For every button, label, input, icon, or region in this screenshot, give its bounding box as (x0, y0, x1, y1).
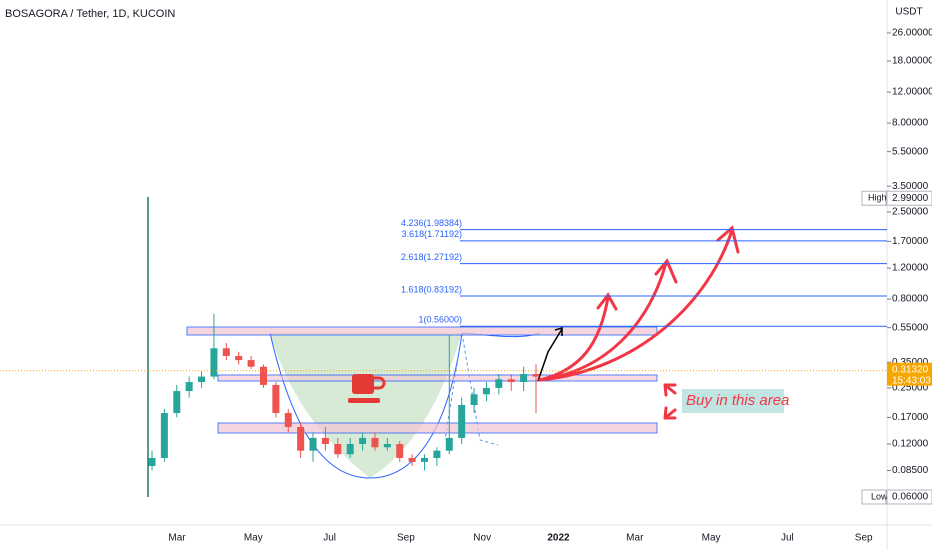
candle-body (520, 373, 528, 383)
last-price-label: 0.31320 (892, 364, 929, 375)
candle-body (309, 437, 317, 451)
candle-body (148, 457, 156, 467)
fib-label: 1(0.56000) (418, 315, 462, 325)
y-tick-label: 0.17000 (892, 412, 929, 423)
fib-label: 4.236(1.98384) (401, 218, 462, 228)
y-tick-label: 0.80000 (892, 294, 929, 305)
countdown: 15:43:03 (892, 375, 931, 386)
marker-value-box (886, 489, 932, 505)
candle-body (297, 426, 305, 451)
cup-curve (269, 332, 463, 479)
y-tick-label: 12.00000 (892, 87, 932, 98)
x-tick-label: 2022 (547, 533, 570, 544)
candle-body (470, 394, 478, 405)
y-tick-label: 0.55000 (892, 322, 929, 333)
zone (186, 326, 658, 336)
candle-body (383, 444, 391, 448)
marker-box (861, 489, 887, 505)
annotation-box (682, 389, 784, 413)
marker-value: 0.06000 (892, 492, 929, 503)
zone (217, 374, 658, 382)
red-arrows (538, 225, 740, 420)
handle-guide (444, 332, 463, 441)
x-tick-label: May (244, 533, 263, 544)
marker-name: Low (871, 491, 888, 501)
y-tick-label: 0.35000 (892, 357, 929, 368)
candle-body (321, 437, 329, 445)
zone (217, 422, 658, 434)
candle-body (396, 444, 404, 458)
fib-label: 2.618(1.27192) (401, 252, 462, 262)
currency: USDT (895, 7, 922, 18)
x-tick-label: Jul (323, 533, 336, 544)
y-tick-label: 2.50000 (892, 207, 929, 218)
candle-body (371, 437, 379, 448)
y-tick-label: 18.00000 (892, 56, 932, 67)
candle-body (198, 376, 206, 383)
candle-body (272, 384, 280, 414)
y-tick-label: 5.50000 (892, 146, 929, 157)
fib-label: 1.618(0.83192) (401, 284, 462, 294)
x-tick-label: Jul (781, 533, 794, 544)
candle-body (482, 387, 490, 395)
candle-body (421, 457, 429, 462)
candle-body (259, 366, 267, 385)
arrow (537, 328, 563, 382)
candle-body (445, 437, 453, 451)
candle-body (210, 348, 218, 377)
y-tick-label: 0.25000 (892, 383, 929, 394)
cup-fill (270, 333, 462, 478)
candle-body (408, 457, 416, 462)
marker-name: High (868, 193, 887, 203)
candle-body (334, 444, 342, 455)
candle-body (185, 382, 193, 392)
candle-body (507, 379, 515, 383)
candle-body (222, 348, 230, 356)
last-price-box (887, 362, 932, 386)
marker-value: 2.99000 (892, 193, 929, 204)
candle-body (359, 437, 367, 445)
y-tick-label: 8.00000 (892, 118, 929, 129)
candle-body (433, 450, 441, 458)
x-tick-label: Sep (855, 533, 873, 544)
chart-title: BOSAGORA / Tether, 1D, KUCOIN (5, 8, 175, 20)
candle-body (532, 373, 540, 377)
fib-label: 3.618(1.71192) (402, 229, 462, 239)
x-tick-label: Sep (397, 533, 415, 544)
candle-body (458, 404, 466, 438)
marker-box (861, 190, 887, 206)
candle-body (235, 355, 243, 361)
x-tick-label: Nov (473, 533, 491, 544)
annotation: Buy in this area (686, 392, 789, 409)
y-tick-label: 0.12000 (892, 439, 929, 450)
drawings: Buy in this area (147, 197, 789, 497)
y-tick-label: 0.08500 (892, 465, 929, 476)
candle-body (495, 379, 503, 388)
x-tick-label: Mar (168, 533, 186, 544)
x-tick-label: May (702, 533, 721, 544)
candle-body (247, 360, 255, 367)
y-tick-label: 1.20000 (892, 263, 929, 274)
y-tick-label: 26.00000 (892, 28, 932, 39)
x-tick-label: Mar (626, 533, 644, 544)
cup-icon (348, 374, 386, 403)
candle-body (284, 413, 292, 427)
handle-guide (461, 332, 499, 446)
arrow-head (554, 327, 563, 336)
y-tick-label: 3.50000 (892, 181, 929, 192)
candle-body (346, 444, 354, 455)
y-tick-label: 1.70000 (892, 236, 929, 247)
marker-value-box (886, 190, 932, 206)
candle-body (173, 391, 181, 414)
candle-body (160, 413, 168, 458)
